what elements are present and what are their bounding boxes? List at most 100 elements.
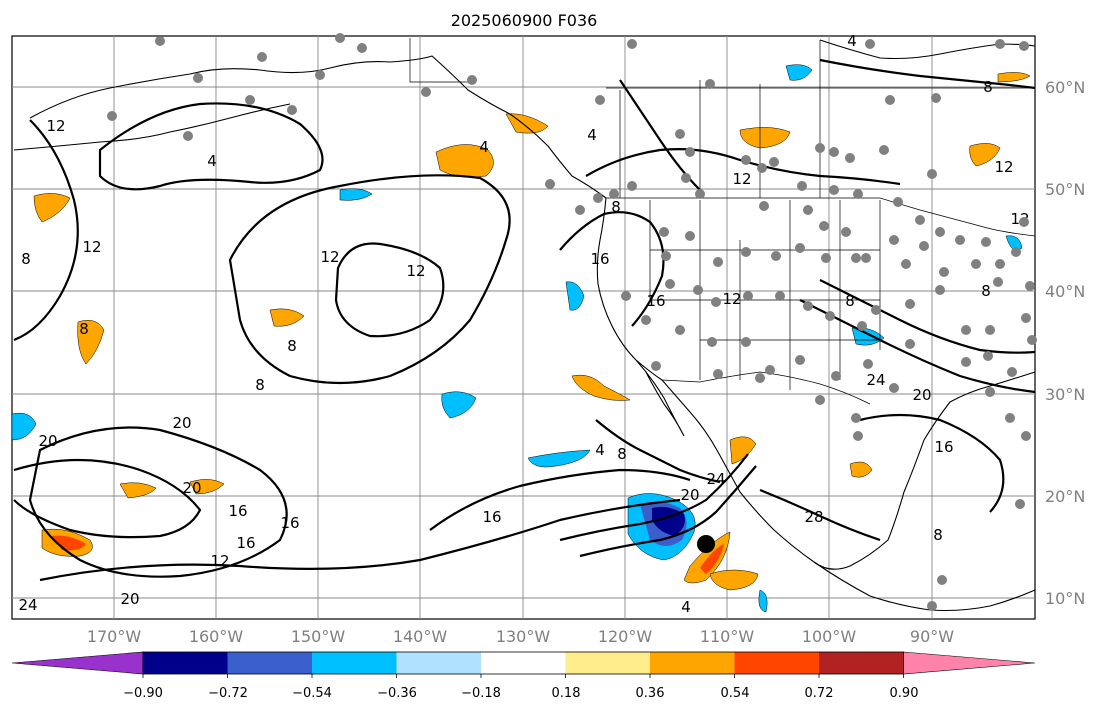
contour-label: 4 [479, 138, 489, 156]
colorbar-segment [650, 652, 735, 674]
contour-label: 8 [287, 337, 297, 355]
contour-label: 4 [595, 441, 605, 459]
station-dot [421, 87, 431, 97]
contour-lines [13, 58, 1036, 582]
station-dot [711, 297, 721, 307]
station-dot [183, 131, 193, 141]
contour-label: 16 [236, 534, 255, 552]
lon-label: 90°W [910, 627, 954, 646]
contour-4-north [98, 102, 324, 191]
station-dot [765, 365, 775, 375]
station-dot [743, 291, 753, 301]
orange-patch-w3 [119, 482, 157, 499]
lon-label: 130°W [496, 627, 551, 646]
state-borders-2 [650, 249, 880, 341]
orange-patch-can [739, 127, 791, 149]
station-dot [1025, 281, 1035, 291]
station-dot [713, 257, 723, 267]
lat-label: 20°N [1045, 487, 1085, 506]
contour-12-south [39, 498, 681, 582]
lon-label: 110°W [700, 627, 755, 646]
station-dot [861, 253, 871, 263]
contour-label: 12 [732, 170, 751, 188]
colorbar-segment [143, 652, 228, 674]
baja-coast [635, 359, 685, 437]
lat-label: 60°N [1045, 78, 1085, 97]
station-dot [935, 285, 945, 295]
station-dot [829, 185, 839, 195]
colorbar-tick-label: 0.54 [721, 686, 750, 701]
station-dot [901, 259, 911, 269]
station-dot [757, 163, 767, 173]
station-dot [651, 361, 661, 371]
colorbar-segment [565, 652, 650, 674]
station-dot [627, 39, 637, 49]
colorbar-segment [734, 652, 819, 674]
station-dot [935, 227, 945, 237]
contour-label: 12 [994, 158, 1013, 176]
red-patch-mx [700, 544, 724, 574]
contour-4-mx [595, 419, 721, 484]
contour-label-set: 12 4 12 12 8 8 8 20 20 20 16 16 16 12 16… [18, 32, 1029, 616]
contour-label: 16 [482, 508, 501, 526]
orange-patch-e6 [269, 308, 305, 327]
contour-label: 20 [912, 386, 931, 404]
station-dot [681, 173, 691, 183]
station-dot [1007, 367, 1017, 377]
colorbar-segment [819, 652, 904, 674]
contour-label: 8 [617, 445, 627, 463]
station-dot [1005, 413, 1015, 423]
station-dot [771, 251, 781, 261]
lon-label: 120°W [598, 627, 653, 646]
station-dot [961, 357, 971, 367]
station-dot [797, 181, 807, 191]
station-dot [981, 237, 991, 247]
station-dot [961, 325, 971, 335]
station-dot [627, 181, 637, 191]
lat-label: 10°N [1045, 589, 1085, 608]
blue-patch-4 [527, 449, 591, 468]
station-dot [937, 575, 947, 585]
station-dot [985, 387, 995, 397]
contour-label: 20 [680, 486, 699, 504]
colorbar-segment [312, 652, 397, 674]
station-dot [845, 153, 855, 163]
colorbar-segment [227, 652, 312, 674]
lon-label: 140°W [393, 627, 448, 646]
station-dot [641, 315, 651, 325]
station-dot [287, 105, 297, 115]
orange-patch-w4 [189, 479, 225, 495]
lon-label: 100°W [802, 627, 857, 646]
station-dot [1019, 41, 1029, 51]
station-dot [905, 299, 915, 309]
station-dot [795, 243, 805, 253]
contour-12-can [585, 148, 901, 186]
contour-label: 4 [681, 598, 691, 616]
contour-24-jet [579, 465, 757, 558]
colorbar-extend-min [11, 651, 144, 675]
station-dot [857, 321, 867, 331]
station-dot [803, 205, 813, 215]
station-dot [1021, 313, 1031, 323]
station-dot [919, 241, 929, 251]
station-dot [759, 201, 769, 211]
latitude-axis: 60°N 50°N 40°N 30°N 20°N 10°N [1045, 78, 1085, 608]
station-dot [155, 36, 165, 46]
contour-12-pacific [334, 242, 445, 338]
longitude-axis: 170°W 160°W 150°W 140°W 130°W 120°W 110°… [87, 627, 954, 646]
contour-label: 4 [847, 32, 857, 50]
lon-label: 170°W [87, 627, 142, 646]
contour-16-west-us [559, 211, 665, 327]
canada-provinces [619, 40, 821, 198]
contour-label: 20 [182, 479, 201, 497]
lon-label: 160°W [189, 627, 244, 646]
station-dot [995, 39, 1005, 49]
colorbar-extend-max [903, 651, 1036, 675]
station-dot [803, 301, 813, 311]
station-dot [713, 369, 723, 379]
station-dot [905, 339, 915, 349]
station-dot [693, 285, 703, 295]
station-dot [665, 279, 675, 289]
station-dot [879, 145, 889, 155]
contour-label: 16 [228, 502, 247, 520]
